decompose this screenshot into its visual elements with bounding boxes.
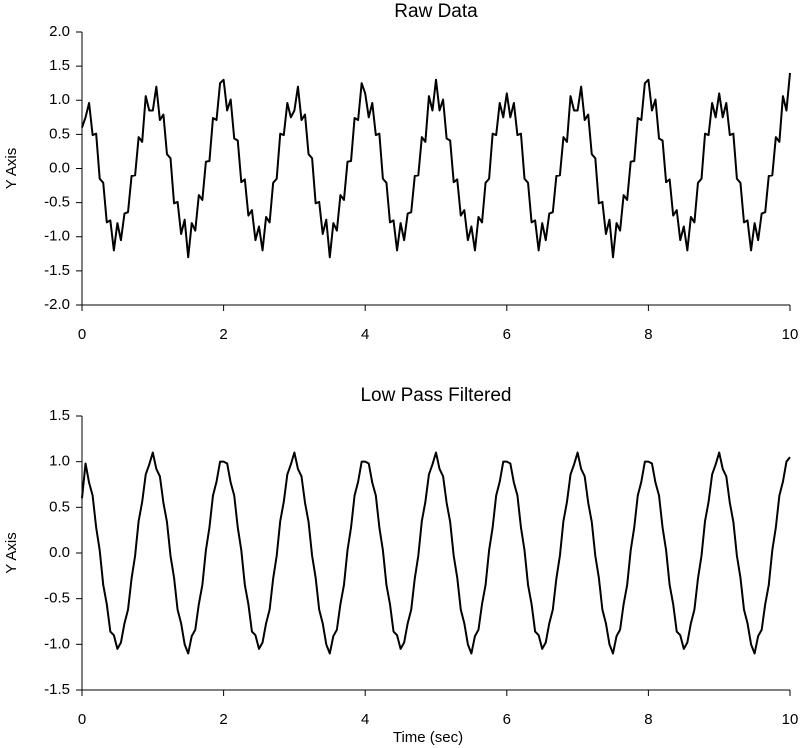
x-tick-label: 4 bbox=[361, 326, 369, 343]
x-tick-label: 0 bbox=[78, 326, 86, 343]
data-line bbox=[81, 451, 791, 655]
y-tick-label: -1.5 bbox=[44, 262, 70, 279]
x-tick-label: 6 bbox=[503, 711, 511, 728]
x-tick-label: 4 bbox=[361, 711, 369, 728]
y-tick-label: 1.0 bbox=[49, 91, 70, 108]
x-tick-label: 6 bbox=[503, 326, 511, 343]
x-tick-label: 10 bbox=[782, 326, 799, 343]
x-tick-label: 0 bbox=[78, 711, 86, 728]
data-line bbox=[81, 72, 791, 259]
x-tick-label: 8 bbox=[644, 326, 652, 343]
x-tick-label: 10 bbox=[782, 711, 799, 728]
y-tick-label: 0.0 bbox=[49, 159, 70, 176]
y-tick-label: 1.0 bbox=[49, 453, 70, 470]
y-tick-label: 0.5 bbox=[49, 498, 70, 515]
y-tick-label: 2.0 bbox=[49, 23, 70, 40]
y-tick-label: 0.5 bbox=[49, 125, 70, 142]
x-tick-label: 2 bbox=[219, 326, 227, 343]
y-axis-title: Y Axis bbox=[3, 148, 20, 189]
y-axis-title: Y Axis bbox=[3, 532, 20, 573]
chart-title: Raw Data bbox=[394, 1, 478, 22]
y-tick-label: 1.5 bbox=[49, 57, 70, 74]
y-tick-label: 1.5 bbox=[49, 407, 70, 424]
y-tick-label: -1.0 bbox=[44, 228, 70, 245]
y-tick-label: 0.0 bbox=[49, 544, 70, 561]
y-tick-label: -0.5 bbox=[44, 590, 70, 607]
y-tick-label: -2.0 bbox=[44, 296, 70, 313]
x-tick-label: 8 bbox=[644, 711, 652, 728]
x-axis-title: Time (sec) bbox=[393, 729, 463, 746]
y-tick-label: -1.5 bbox=[44, 681, 70, 698]
x-tick-label: 2 bbox=[219, 711, 227, 728]
y-tick-label: -1.0 bbox=[44, 635, 70, 652]
y-tick-label: -0.5 bbox=[44, 194, 70, 211]
chart-title: Low Pass Filtered bbox=[360, 385, 511, 406]
